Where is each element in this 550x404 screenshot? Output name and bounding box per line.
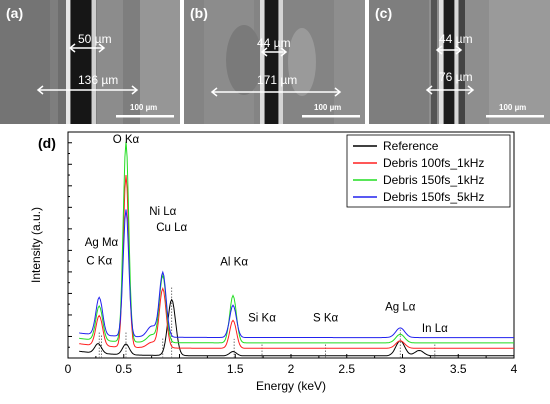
scale-bar-label-b: 100 µm [314, 103, 342, 112]
arrowhead-icon [210, 87, 218, 97]
peak-annotation: C Kα [86, 255, 112, 267]
arrowhead-icon [425, 85, 433, 95]
series-line-0 [79, 298, 514, 357]
inner-width-label-b: 44 µm [257, 36, 291, 50]
arrowhead-icon [98, 43, 106, 53]
arrowhead-icon [455, 45, 463, 55]
outer-width-label-c: 76 µm [439, 70, 473, 84]
sem-panel-b: (b) 44 µm 171 µm 100 µm [184, 0, 365, 124]
series-line-3 [79, 209, 514, 339]
peak-annotation: Ni Lα [149, 206, 176, 218]
scale-bar-c [486, 115, 544, 118]
scale-bar-label-c: 100 µm [499, 103, 527, 112]
panel-label-c: (c) [375, 5, 393, 21]
peak-annotation: O Kα [113, 134, 140, 146]
inner-width-label-c: 44 µm [439, 32, 473, 46]
x-tick-label: 3 [399, 362, 406, 376]
series-line-1 [79, 174, 514, 349]
peak-annotation: In Lα [422, 323, 448, 335]
panel-label-a: (a) [6, 5, 24, 21]
outer-width-label-b: 171 µm [257, 73, 298, 87]
x-tick-label: 1.5 [227, 362, 244, 376]
sem-image-b [184, 0, 365, 124]
x-tick-label: 2 [288, 362, 295, 376]
scale-bar-b [302, 115, 360, 118]
x-tick-label: 4 [511, 362, 518, 376]
arrowhead-icon [68, 43, 76, 53]
legend-entry: Debris 100fs_1kHz [383, 156, 484, 170]
peak-annotation: Ag Mα [85, 237, 119, 249]
x-tick-label: 3.5 [450, 362, 467, 376]
y-axis-label: Intensity (a.u.) [29, 207, 43, 283]
outer-width-label-a: 136 µm [78, 73, 119, 87]
x-tick-label: 2.5 [338, 362, 355, 376]
peak-annotation: Al Kα [220, 256, 248, 268]
sem-image-a [0, 0, 180, 124]
eds-spectrum-chart: 0 0.5 1 1.5 2 2.5 3 3.5 4 Energy (keV) Intensity (… [29, 131, 518, 393]
arrowhead-icon [131, 85, 139, 95]
arrowhead-icon [334, 87, 342, 97]
arrowhead-icon [260, 47, 268, 57]
peak-annotation: S Kα [313, 312, 339, 324]
x-tick-label: 1 [176, 362, 183, 376]
peak-annotation: Si Kα [248, 312, 276, 324]
legend-entry: Debris 150fs_5kHz [383, 190, 484, 204]
panel-label-d: (d) [38, 135, 56, 151]
peak-annotation: Ag Lα [385, 302, 416, 314]
panel-label-b: (b) [190, 5, 208, 21]
sem-panel-c: (c) 44 µm 76 µm 100 µm [369, 0, 550, 124]
x-axis-label: Energy (keV) [256, 379, 326, 393]
legend-entry: Reference [383, 139, 439, 153]
sem-panel-a: (a) 50 µm 136 µm 100 µm [0, 0, 180, 124]
series-line-2 [79, 141, 514, 344]
arrowhead-icon [467, 85, 475, 95]
arrowhead-icon [435, 45, 443, 55]
inner-width-label-a: 50 µm [78, 32, 112, 46]
x-tick-label: 0 [65, 362, 72, 376]
x-tick-label: 0.5 [115, 362, 132, 376]
legend-entry: Debris 150fs_1kHz [383, 173, 484, 187]
sem-image-c [369, 0, 550, 124]
peak-annotation: Cu Lα [156, 222, 187, 234]
legend-box [346, 134, 511, 208]
arrowhead-icon [36, 85, 44, 95]
scale-bar-label-a: 100 µm [130, 103, 158, 112]
arrowhead-icon [280, 47, 288, 57]
scale-bar-a [116, 115, 174, 118]
